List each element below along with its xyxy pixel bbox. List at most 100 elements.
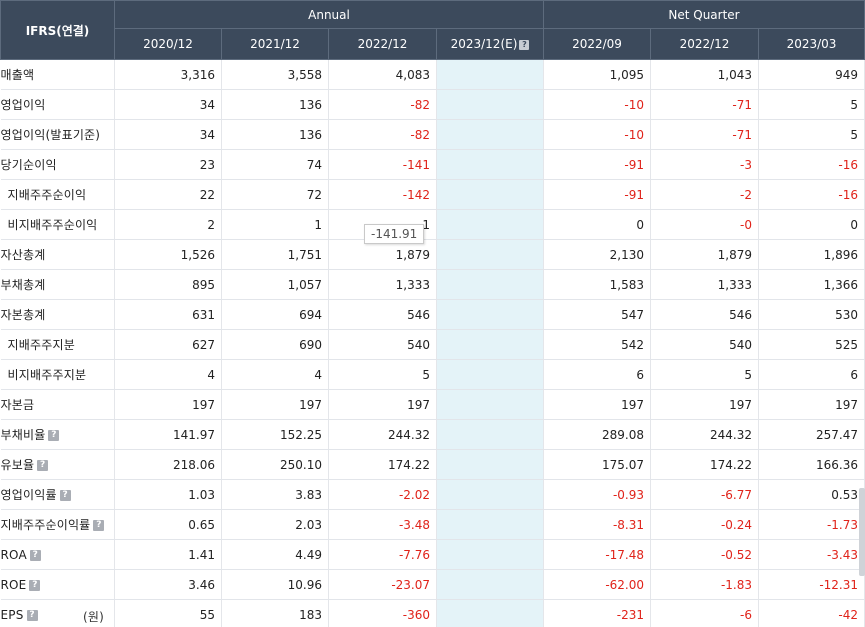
value-cell: 895: [114, 269, 222, 300]
value-cell: -6.77: [650, 479, 759, 510]
value-cell: 6: [758, 359, 865, 390]
value-cell: 3.83: [221, 479, 329, 510]
row-label-cell: 매출액: [0, 59, 115, 90]
value-cell: 197: [758, 389, 865, 420]
row-label-cell: 비지배주주지분: [0, 359, 115, 390]
row-label: ROA: [0, 547, 27, 562]
value-cell: -10: [543, 119, 651, 150]
value-cell: 197: [221, 389, 329, 420]
estimate-cell: [436, 269, 544, 300]
value-cell: 1,057: [221, 269, 329, 300]
help-icon[interactable]: ?: [48, 430, 60, 441]
row-label: 유보율: [0, 458, 35, 472]
table-row: 비지배주주순이익 2 1 1 0 -0 0: [0, 209, 865, 240]
value-cell: 218.06: [114, 449, 222, 480]
value-cell: -6: [650, 599, 759, 627]
row-label: 당기순이익: [0, 158, 57, 172]
row-label-cell: 유보율?: [0, 449, 115, 480]
value-cell: 1,526: [114, 239, 222, 270]
value-cell: 546: [650, 299, 759, 330]
value-cell: 3.46: [114, 569, 222, 600]
table-row: EPS? (원) 55 183 -360 -231 -6 -42: [0, 599, 865, 627]
value-cell: 0: [543, 209, 651, 240]
value-cell: 1,366: [758, 269, 865, 300]
help-icon[interactable]: ?: [59, 490, 71, 501]
row-label: 영업이익: [0, 98, 46, 112]
value-cell: -71: [650, 89, 759, 120]
value-cell: -3.48: [328, 509, 437, 540]
value-cell: 949: [758, 59, 865, 90]
value-cell: 525: [758, 329, 865, 360]
value-cell: 197: [328, 389, 437, 420]
help-icon[interactable]: ?: [519, 39, 530, 50]
row-label-cell: 자산총계: [0, 239, 115, 270]
row-label-cell: 지배주주순이익률?: [0, 509, 115, 540]
value-cell: 0: [758, 209, 865, 240]
help-icon[interactable]: ?: [93, 520, 105, 531]
row-label-cell: 지배주주순이익: [0, 179, 115, 210]
help-icon[interactable]: ?: [29, 549, 41, 561]
value-cell: 257.47: [758, 419, 865, 450]
row-label: 지배주주지분: [7, 338, 75, 352]
table-row: ROE? 3.46 10.96 -23.07 -62.00 -1.83 -12.31: [0, 569, 865, 600]
column-header-6: 2023/03: [758, 28, 865, 60]
value-cell: -23.07: [328, 569, 437, 600]
value-cell: -2: [650, 179, 759, 210]
value-cell: -1.83: [650, 569, 759, 600]
row-label-cell: 부채비율?: [0, 419, 115, 450]
value-cell: -91: [543, 149, 651, 180]
value-cell: 1,751: [221, 239, 329, 270]
value-cell: 22: [114, 179, 222, 210]
table-row: 지배주주순이익 22 72 -142 -91 -2 -16: [0, 179, 865, 210]
value-cell: 289.08: [543, 419, 651, 450]
value-cell: 152.25: [221, 419, 329, 450]
value-cell: -0.52: [650, 539, 759, 570]
estimate-cell: [436, 389, 544, 420]
value-cell: 141.97: [114, 419, 222, 450]
value-cell: -16: [758, 149, 865, 180]
help-icon[interactable]: ?: [37, 460, 49, 471]
help-icon[interactable]: ?: [29, 579, 41, 591]
value-cell: -10: [543, 89, 651, 120]
table-row: 매출액 3,316 3,558 4,083 1,095 1,043 949: [0, 59, 865, 90]
row-label: 지배주주순이익: [7, 188, 87, 202]
row-label: 영업이익률: [0, 488, 57, 502]
estimate-cell: [436, 59, 544, 90]
table-row: 영업이익(발표기준) 34 136 -82 -10 -71 5: [0, 119, 865, 150]
value-cell: 540: [328, 329, 437, 360]
horizontal-scrollbar-thumb[interactable]: [859, 488, 865, 576]
value-cell: -2.02: [328, 479, 437, 510]
estimate-cell: [436, 299, 544, 330]
value-cell: 1.03: [114, 479, 222, 510]
row-label: 부채비율: [0, 428, 46, 442]
value-cell: 1,095: [543, 59, 651, 90]
estimate-cell: [436, 149, 544, 180]
row-label: 매출액: [0, 68, 35, 82]
estimate-cell: [436, 479, 544, 510]
value-cell: 5: [328, 359, 437, 390]
column-header-0: 2020/12: [114, 28, 222, 60]
value-cell: 694: [221, 299, 329, 330]
estimate-cell: [436, 449, 544, 480]
estimate-cell: [436, 119, 544, 150]
value-cell: 166.36: [758, 449, 865, 480]
table-header: IFRS(연결) Annual Net Quarter 2020/12 2021/…: [0, 0, 865, 60]
estimate-cell: [436, 179, 544, 210]
value-cell: 6: [543, 359, 651, 390]
value-cell: -0.24: [650, 509, 759, 540]
value-cell: 1,583: [543, 269, 651, 300]
help-icon[interactable]: ?: [26, 609, 38, 621]
value-cell: 72: [221, 179, 329, 210]
value-cell: 197: [650, 389, 759, 420]
value-cell: -141: [328, 149, 437, 180]
value-cell: -82: [328, 89, 437, 120]
table-row: 자본총계 631 694 546 547 546 530: [0, 299, 865, 330]
value-cell: 1: [221, 209, 329, 240]
estimate-cell: [436, 209, 544, 240]
value-cell: -71: [650, 119, 759, 150]
value-cell: 2,130: [543, 239, 651, 270]
table-row: 당기순이익 23 74 -141 -91 -3 -16: [0, 149, 865, 180]
value-cell: 0.53: [758, 479, 865, 510]
estimate-cell: [436, 89, 544, 120]
row-label: 자본총계: [0, 308, 46, 322]
